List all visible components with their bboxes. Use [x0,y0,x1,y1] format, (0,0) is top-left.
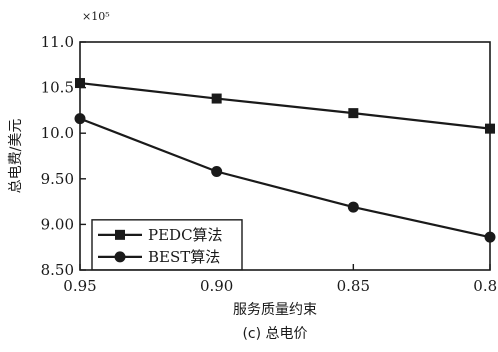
series-line-2 [79,117,491,239]
y-tick-label: 11.0 [41,33,74,51]
legend-label: BEST算法 [148,248,220,266]
y-axis-title: 总电费/美元 [8,119,24,194]
y-tick-label: 9.00 [41,215,74,233]
x-tick-label: 0.90 [200,277,233,295]
figure-caption: (c) 总电价 [242,326,307,342]
legend-label: PEDC算法 [148,226,223,244]
series-line-1 [79,81,491,130]
data-point-circle [484,231,496,243]
plot-frame [79,41,491,271]
legend-marker-circle [114,251,126,263]
y-scale-label: ×10⁵ [82,10,110,23]
y-tick-label: 10.5 [41,79,74,97]
x-tick-label: 0.80 [473,277,498,295]
legend-box [91,219,243,271]
axes-layer: 8.50 9.00 9.50 10.0 10.5 11.0 0.95 0.90 0.85 0.80 [41,33,498,295]
data-point-square [75,78,85,89]
y-tick-label: 10.0 [41,124,74,142]
data-point-circle [211,166,223,178]
legend-marker-square [115,229,125,240]
x-tick-label: 0.95 [63,277,96,295]
data-point-square [485,123,495,134]
legend: PEDC算法 BEST算法 [91,219,243,271]
x-tick-label: 0.85 [337,277,370,295]
y-tick-label: 9.50 [41,170,74,188]
data-point-square [348,108,359,119]
data-point-circle [74,113,86,125]
data-point-circle [347,201,359,213]
y-tick-label: 8.50 [41,261,74,279]
x-axis-title: 服务质量约束 [233,302,317,318]
series-layer [74,78,496,243]
data-point-square [211,93,222,104]
